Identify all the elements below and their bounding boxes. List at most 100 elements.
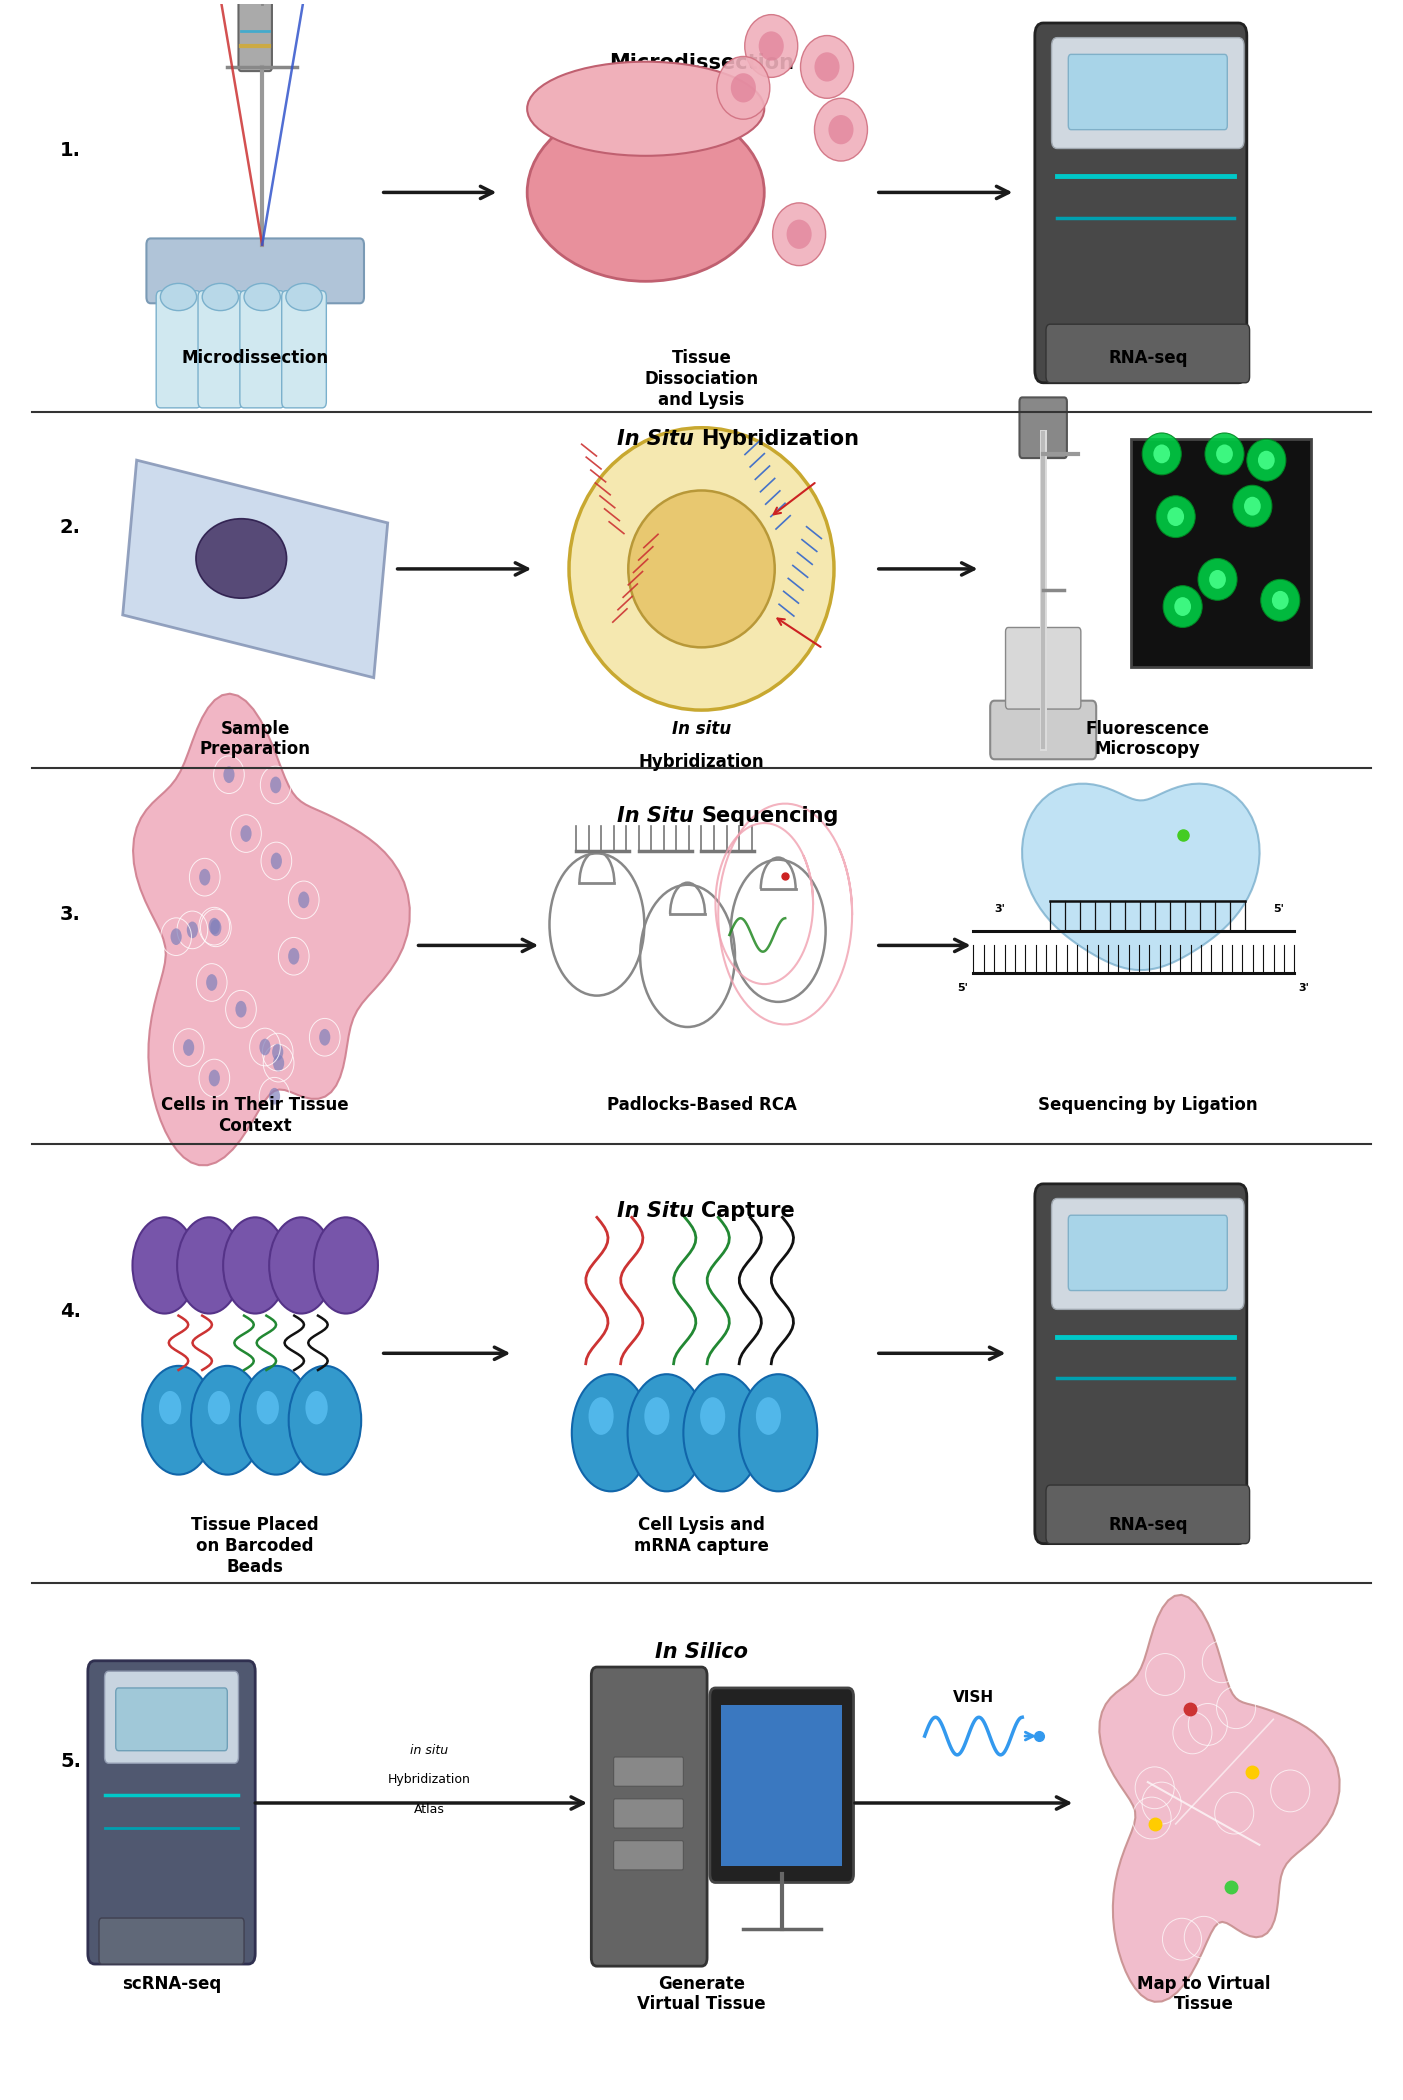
Ellipse shape (759, 32, 784, 61)
Ellipse shape (1167, 508, 1184, 525)
Text: Generate
Virtual Tissue: Generate Virtual Tissue (637, 1974, 766, 2014)
Ellipse shape (1198, 559, 1237, 601)
FancyBboxPatch shape (591, 1667, 707, 1966)
Text: 3.: 3. (60, 905, 81, 924)
Ellipse shape (244, 284, 281, 311)
FancyBboxPatch shape (721, 1705, 842, 1865)
Text: VISH: VISH (953, 1690, 993, 1705)
Ellipse shape (286, 284, 323, 311)
Text: In Situ: In Situ (617, 806, 702, 825)
Ellipse shape (1163, 586, 1202, 628)
Text: 3': 3' (995, 903, 1006, 914)
FancyBboxPatch shape (146, 239, 363, 302)
Text: Microdissection: Microdissection (181, 349, 328, 368)
Circle shape (299, 892, 309, 907)
Circle shape (269, 1088, 281, 1105)
Circle shape (272, 1044, 283, 1060)
Ellipse shape (828, 116, 853, 145)
Ellipse shape (202, 284, 239, 311)
Ellipse shape (1273, 590, 1288, 609)
Text: Sequencing by Ligation: Sequencing by Ligation (1038, 1096, 1257, 1113)
FancyBboxPatch shape (613, 1800, 683, 1829)
Text: 5': 5' (1274, 903, 1284, 914)
Text: Hybridization: Hybridization (638, 754, 765, 771)
Text: Tissue Placed
on Barcoded
Beads: Tissue Placed on Barcoded Beads (191, 1516, 318, 1575)
Circle shape (700, 1396, 725, 1434)
Polygon shape (1021, 783, 1260, 970)
Circle shape (171, 928, 182, 945)
Text: RNA-seq: RNA-seq (1108, 1516, 1187, 1535)
FancyBboxPatch shape (282, 290, 327, 407)
Ellipse shape (787, 220, 812, 250)
Text: Map to Virtual
Tissue: Map to Virtual Tissue (1136, 1974, 1270, 2014)
Circle shape (206, 974, 217, 991)
Circle shape (274, 1054, 285, 1071)
Circle shape (314, 1218, 377, 1315)
Text: Hybridization: Hybridization (389, 1772, 471, 1787)
Circle shape (240, 1365, 313, 1474)
Circle shape (588, 1396, 613, 1434)
Circle shape (306, 1390, 328, 1424)
Text: 5.: 5. (60, 1751, 81, 1770)
Text: Sample
Preparation: Sample Preparation (199, 720, 310, 758)
FancyBboxPatch shape (240, 290, 285, 407)
Text: In Situ: In Situ (617, 428, 702, 449)
Circle shape (223, 766, 234, 783)
Text: Cells in Their Tissue
Context: Cells in Their Tissue Context (161, 1096, 349, 1134)
Ellipse shape (570, 428, 833, 710)
Text: 4.: 4. (60, 1302, 81, 1321)
Circle shape (756, 1396, 781, 1434)
Text: 2.: 2. (60, 517, 81, 538)
Ellipse shape (528, 61, 765, 155)
Ellipse shape (1244, 498, 1261, 517)
Ellipse shape (1142, 433, 1181, 475)
FancyBboxPatch shape (1052, 38, 1244, 149)
Ellipse shape (629, 491, 774, 647)
Circle shape (288, 947, 299, 964)
Circle shape (177, 1218, 241, 1315)
Text: Sequencing: Sequencing (702, 806, 839, 825)
Text: Padlocks-Based RCA: Padlocks-Based RCA (606, 1096, 797, 1113)
Circle shape (223, 1218, 288, 1315)
Circle shape (644, 1396, 669, 1434)
Text: Tissue
Dissociation
and Lysis: Tissue Dissociation and Lysis (644, 349, 759, 410)
Circle shape (236, 1002, 247, 1018)
Ellipse shape (1258, 452, 1275, 470)
Text: RNA-seq: RNA-seq (1108, 349, 1187, 368)
Text: 5': 5' (957, 983, 968, 993)
FancyBboxPatch shape (1131, 439, 1310, 668)
FancyBboxPatch shape (115, 1688, 227, 1751)
Text: in situ: in situ (411, 1743, 449, 1758)
FancyBboxPatch shape (156, 290, 201, 407)
Ellipse shape (1209, 569, 1226, 588)
FancyBboxPatch shape (1006, 628, 1080, 710)
Polygon shape (133, 693, 410, 1166)
Text: In Situ: In Situ (617, 1201, 702, 1220)
Circle shape (199, 869, 210, 886)
FancyBboxPatch shape (105, 1672, 239, 1764)
Circle shape (240, 825, 251, 842)
FancyBboxPatch shape (613, 1758, 683, 1787)
FancyBboxPatch shape (88, 1661, 255, 1964)
Ellipse shape (1153, 445, 1170, 464)
FancyBboxPatch shape (1020, 397, 1066, 458)
Circle shape (271, 777, 281, 794)
Ellipse shape (1233, 485, 1273, 527)
FancyBboxPatch shape (1047, 323, 1250, 382)
Text: 3': 3' (1298, 983, 1309, 993)
Circle shape (182, 1040, 194, 1056)
FancyBboxPatch shape (1035, 1184, 1247, 1544)
Circle shape (209, 918, 220, 935)
Ellipse shape (1205, 433, 1244, 475)
Circle shape (260, 1040, 271, 1056)
Polygon shape (122, 460, 387, 678)
Circle shape (271, 853, 282, 869)
FancyBboxPatch shape (1035, 23, 1247, 382)
Text: scRNA-seq: scRNA-seq (122, 1974, 222, 1993)
Ellipse shape (745, 15, 798, 78)
Circle shape (187, 922, 198, 939)
Circle shape (318, 1029, 330, 1046)
Circle shape (142, 1365, 215, 1474)
FancyBboxPatch shape (1052, 1199, 1244, 1310)
Ellipse shape (196, 519, 286, 598)
